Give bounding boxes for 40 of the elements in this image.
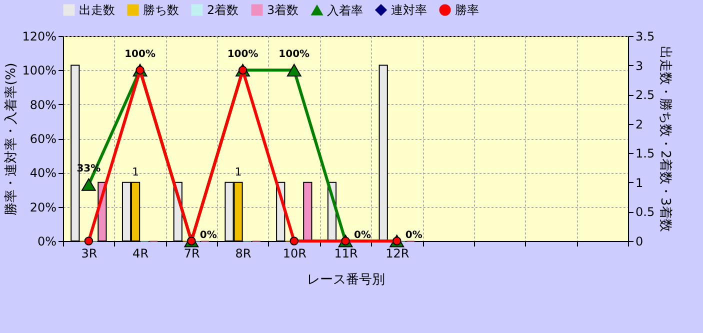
y2-tick-label: 0 (636, 234, 644, 248)
y-tick-label: 20% (30, 200, 56, 214)
data-label: 0% (354, 230, 371, 241)
y-tick-label: 120% (22, 30, 56, 44)
data-label: 1 (132, 165, 140, 178)
y-tick-label: 60% (30, 132, 56, 146)
x-tick-label: 10R (282, 246, 306, 260)
data-label: 100% (278, 49, 310, 60)
legend-label: 3着数 (267, 3, 299, 17)
x-tick-label: 8R (235, 246, 252, 260)
legend-label: 2着数 (207, 3, 239, 17)
y2-tick-label: 3 (636, 58, 644, 73)
legend-label: 連対率 (391, 3, 427, 17)
y2-tick-label: 3.5 (636, 30, 655, 44)
legend-label: 勝ち数 (143, 3, 179, 17)
x-tick-label: 7R (184, 246, 200, 260)
legend-label: 出走数 (79, 3, 115, 17)
y2-tick-label: 2 (636, 117, 644, 132)
data-label: 100% (124, 49, 156, 60)
y2-tick-label: 2.5 (636, 88, 655, 102)
x-axis-title: レース番号別 (307, 272, 385, 288)
data-label: 100% (227, 49, 258, 60)
x-tick-label: 4R (132, 246, 149, 260)
y-axis-title: 勝率・連対率・入着率(%) (3, 62, 20, 216)
y2-tick-label: 1.5 (636, 146, 655, 161)
x-tick-label: 3R (81, 246, 98, 260)
data-label: 0% (405, 230, 422, 241)
x-tick-label: 12R (386, 246, 410, 260)
y2-tick-label: 0.5 (636, 205, 655, 220)
y2-tick-label: 1 (636, 176, 644, 190)
data-label: 1 (234, 165, 242, 178)
legend-label: 入着率 (327, 3, 363, 18)
y-tick-label: 80% (30, 98, 56, 112)
x-tick-label: 11R (334, 246, 358, 260)
y-tick-label: 0% (37, 234, 56, 248)
y2-axis-title: 出走数・勝ち数・2着数・3着数 (658, 46, 674, 232)
data-label: 0% (200, 230, 217, 241)
y-tick-label: 40% (30, 166, 56, 180)
legend-label: 勝率 (455, 3, 479, 17)
y-tick-label: 100% (22, 64, 56, 78)
